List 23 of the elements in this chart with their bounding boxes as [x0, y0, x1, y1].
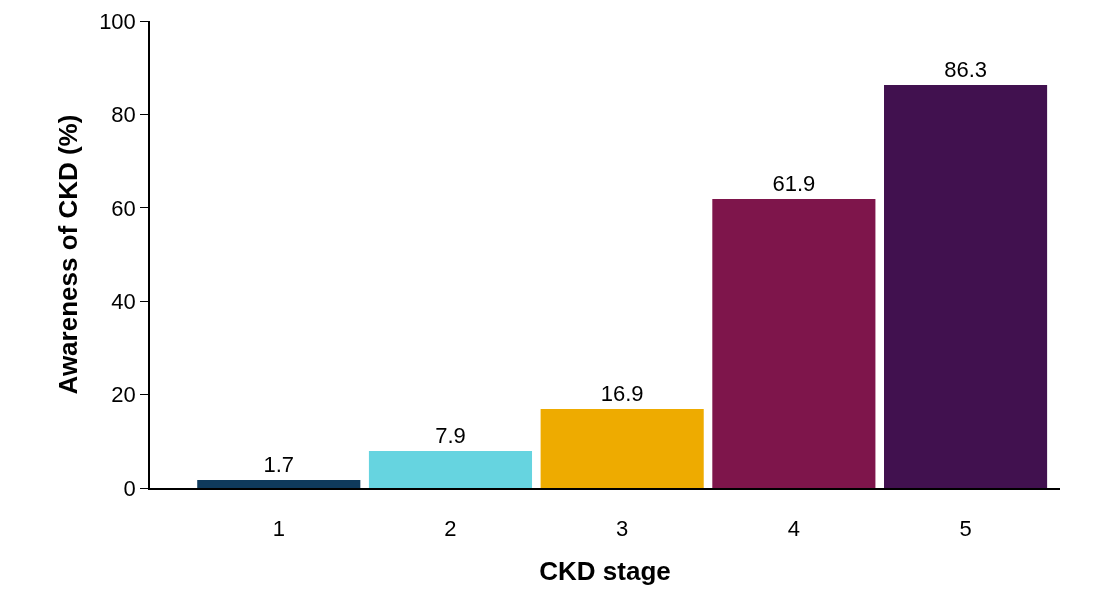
bar — [712, 198, 876, 488]
x-tick-label: 3 — [616, 516, 629, 542]
x-tick-label: 2 — [444, 516, 457, 542]
bar — [540, 409, 704, 488]
x-tick-label: 1 — [272, 516, 285, 542]
x-axis-title: CKD stage — [539, 556, 671, 587]
y-tick-label: 60 — [111, 195, 136, 221]
data-label: 86.3 — [944, 56, 987, 82]
bar — [884, 84, 1048, 488]
y-tick-label: 100 — [99, 8, 136, 34]
data-label: 61.9 — [772, 170, 816, 196]
bar — [197, 480, 361, 488]
y-tick-label: 0 — [123, 475, 136, 501]
data-label: 1.7 — [263, 452, 295, 478]
y-tick-label: 20 — [111, 382, 136, 408]
x-tick-label: 4 — [787, 516, 800, 542]
y-tick-label: 40 — [111, 288, 136, 314]
bar — [368, 451, 533, 488]
data-label: 7.9 — [435, 423, 466, 449]
y-tick-label: 80 — [111, 102, 136, 128]
x-tick-label: 5 — [959, 516, 972, 542]
y-axis-title: Awareness of CKD (%) — [53, 114, 84, 395]
data-label: 16.9 — [600, 381, 644, 407]
